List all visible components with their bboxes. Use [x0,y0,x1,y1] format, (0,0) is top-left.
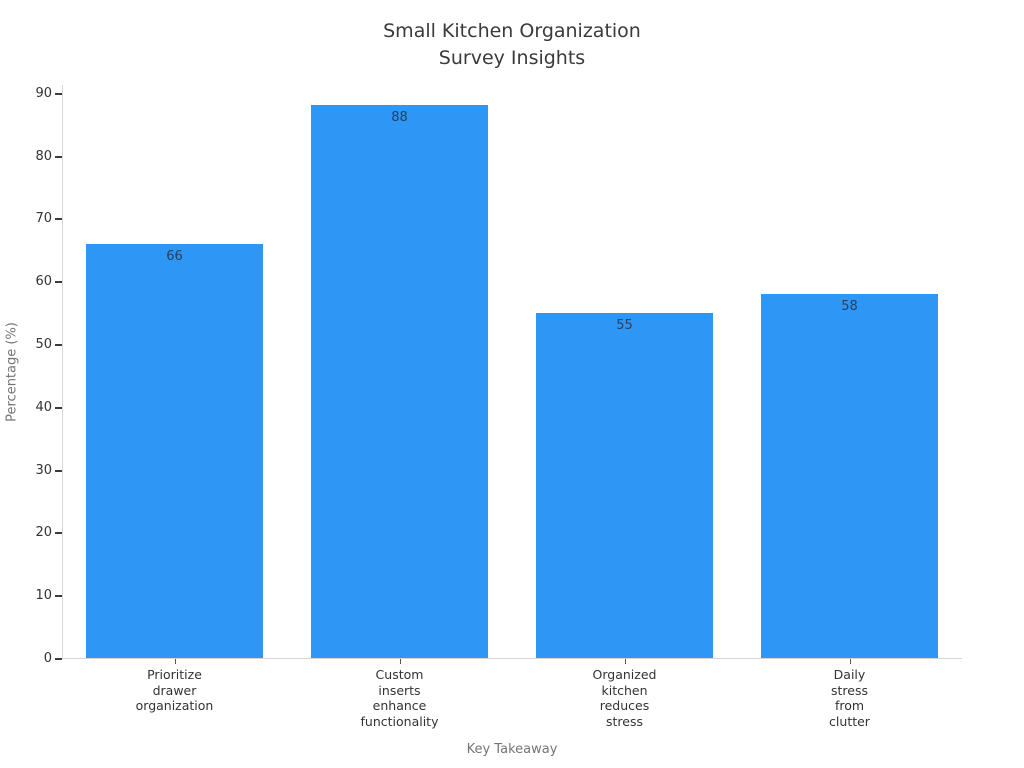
bar-value-label: 66 [166,248,183,264]
x-tick-mark [624,659,626,664]
y-tick-mark [55,658,62,660]
y-tick-label: 20 [35,525,52,541]
y-tick-label: 80 [35,148,52,164]
y-tick-mark [55,532,62,535]
bar-value-label: 88 [391,110,408,126]
y-tick-mark [55,406,62,409]
x-category-label: Custom inserts enhance functionality [360,667,439,729]
y-tick-label: 30 [35,462,52,478]
x-category-label: Organized kitchen reduces stress [592,667,657,729]
bar-value-label: 55 [616,317,633,333]
y-tick-label: 40 [35,399,52,415]
x-axis-title: Key Takeaway [466,742,558,757]
chart-title: Small Kitchen Organization Survey Insigh… [383,20,641,69]
y-tick-label: 0 [43,651,52,666]
bar [310,105,489,658]
y-tick-label: 50 [35,336,52,352]
x-tick-mark [399,659,401,664]
y-tick-mark [55,281,62,284]
bar-value-label: 58 [841,298,858,314]
y-tick-mark [55,218,62,221]
y-tick-label: 70 [35,211,52,227]
y-axis-line [62,85,63,659]
x-tick-mark [849,659,851,664]
bar [535,312,714,658]
x-tick-mark [174,659,176,664]
y-tick-label: 60 [35,274,52,290]
x-axis-line [62,658,962,659]
y-tick-mark [55,469,62,472]
x-category-label: Daily stress from clutter [829,667,870,729]
y-tick-mark [55,92,62,95]
y-tick-mark [55,595,62,598]
y-tick-label: 10 [35,588,52,604]
bar [760,293,939,658]
bar [85,243,264,658]
x-category-label: Prioritize drawer organization [135,667,214,713]
plot-area: 0 10 20 30 40 50 60 70 80 90 66 Prioritize drawer o… [35,85,962,729]
y-tick-mark [55,155,62,158]
y-tick-label: 90 [35,85,52,101]
y-tick-mark [55,343,62,346]
